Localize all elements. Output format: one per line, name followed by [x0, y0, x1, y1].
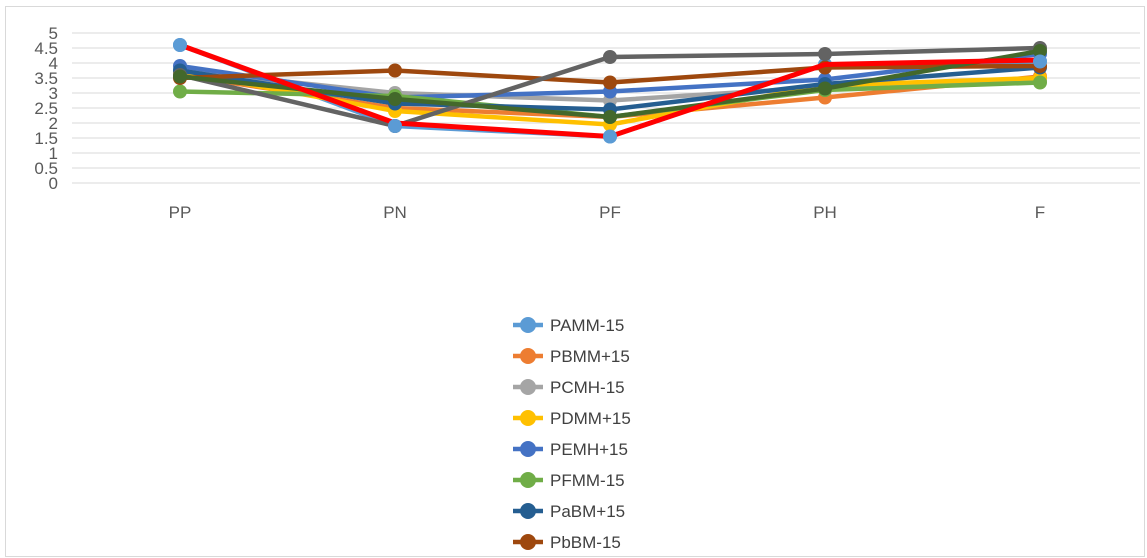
x-tick-label: F: [1035, 203, 1045, 222]
legend-item: PaBM+15: [513, 502, 625, 521]
y-tick-label: 2: [49, 114, 58, 133]
data-point: [173, 38, 187, 52]
data-point: [388, 119, 402, 133]
legend: PAMM-15 PBMM+15 PCMH-15 PDMM+15 PEMH+15 PFMM-…: [513, 316, 631, 552]
data-point: [603, 129, 617, 144]
legend-swatch-marker: [520, 317, 536, 333]
legend-label: PaBM+15: [550, 502, 625, 521]
series-pamm-15-markers: [173, 38, 1047, 144]
data-point: [388, 92, 402, 106]
x-tick-label: PF: [599, 203, 621, 222]
legend-label: PCMH-15: [550, 378, 625, 397]
series-unnamed-9: [173, 44, 1047, 124]
data-point: [603, 75, 617, 90]
x-tick-label: PP: [169, 203, 192, 222]
legend-swatch-marker: [520, 503, 536, 519]
legend-item: PCMH-15: [513, 378, 625, 397]
legend-swatch-marker: [520, 379, 536, 395]
data-point: [818, 81, 832, 96]
legend-label: PEMH+15: [550, 440, 628, 459]
legend-item: PAMM-15: [513, 316, 624, 335]
legend-item: PEMH+15: [513, 440, 628, 459]
series-lines: [173, 38, 1047, 144]
y-tick-label: 4: [49, 54, 58, 73]
data-point: [173, 69, 187, 84]
data-point: [1033, 44, 1047, 58]
data-point: [1033, 75, 1047, 90]
data-point: [818, 47, 832, 61]
x-tick-label: PN: [383, 203, 407, 222]
legend-swatch-marker: [520, 441, 536, 457]
legend-label: PbBM-15: [550, 533, 621, 552]
y-axis: 00.511.522.533.544.55: [34, 24, 58, 193]
y-tick-label: 5: [49, 24, 58, 43]
legend-item: PbBM-15: [513, 533, 621, 552]
legend-item: PDMM+15: [513, 409, 631, 428]
legend-item: PFMM-15: [513, 471, 625, 490]
y-tick-label: 3: [49, 84, 58, 103]
y-tick-label: 1.5: [34, 129, 58, 148]
data-point: [388, 63, 402, 78]
data-point: [173, 84, 187, 99]
data-point: [603, 110, 617, 124]
gridlines: [72, 32, 1140, 184]
y-tick-label: 0.5: [34, 159, 58, 178]
x-axis: PP PN PF PH F: [169, 203, 1046, 222]
legend-swatch-marker: [520, 472, 536, 488]
legend-swatch-marker: [520, 410, 536, 426]
data-point: [1033, 54, 1047, 69]
legend-label: PFMM-15: [550, 471, 625, 490]
y-tick-label: 4.5: [34, 39, 58, 58]
legend-swatch-marker: [520, 348, 536, 364]
y-tick-label: 3.5: [34, 69, 58, 88]
y-tick-label: 1: [49, 144, 58, 163]
y-tick-label: 0: [49, 174, 58, 193]
x-tick-label: PH: [813, 203, 837, 222]
data-point: [603, 50, 617, 64]
legend-label: PBMM+15: [550, 347, 630, 366]
legend-label: PAMM-15: [550, 316, 624, 335]
y-tick-label: 2.5: [34, 99, 58, 118]
legend-item: PBMM+15: [513, 347, 630, 366]
legend-label: PDMM+15: [550, 409, 631, 428]
legend-swatch-marker: [520, 534, 536, 550]
